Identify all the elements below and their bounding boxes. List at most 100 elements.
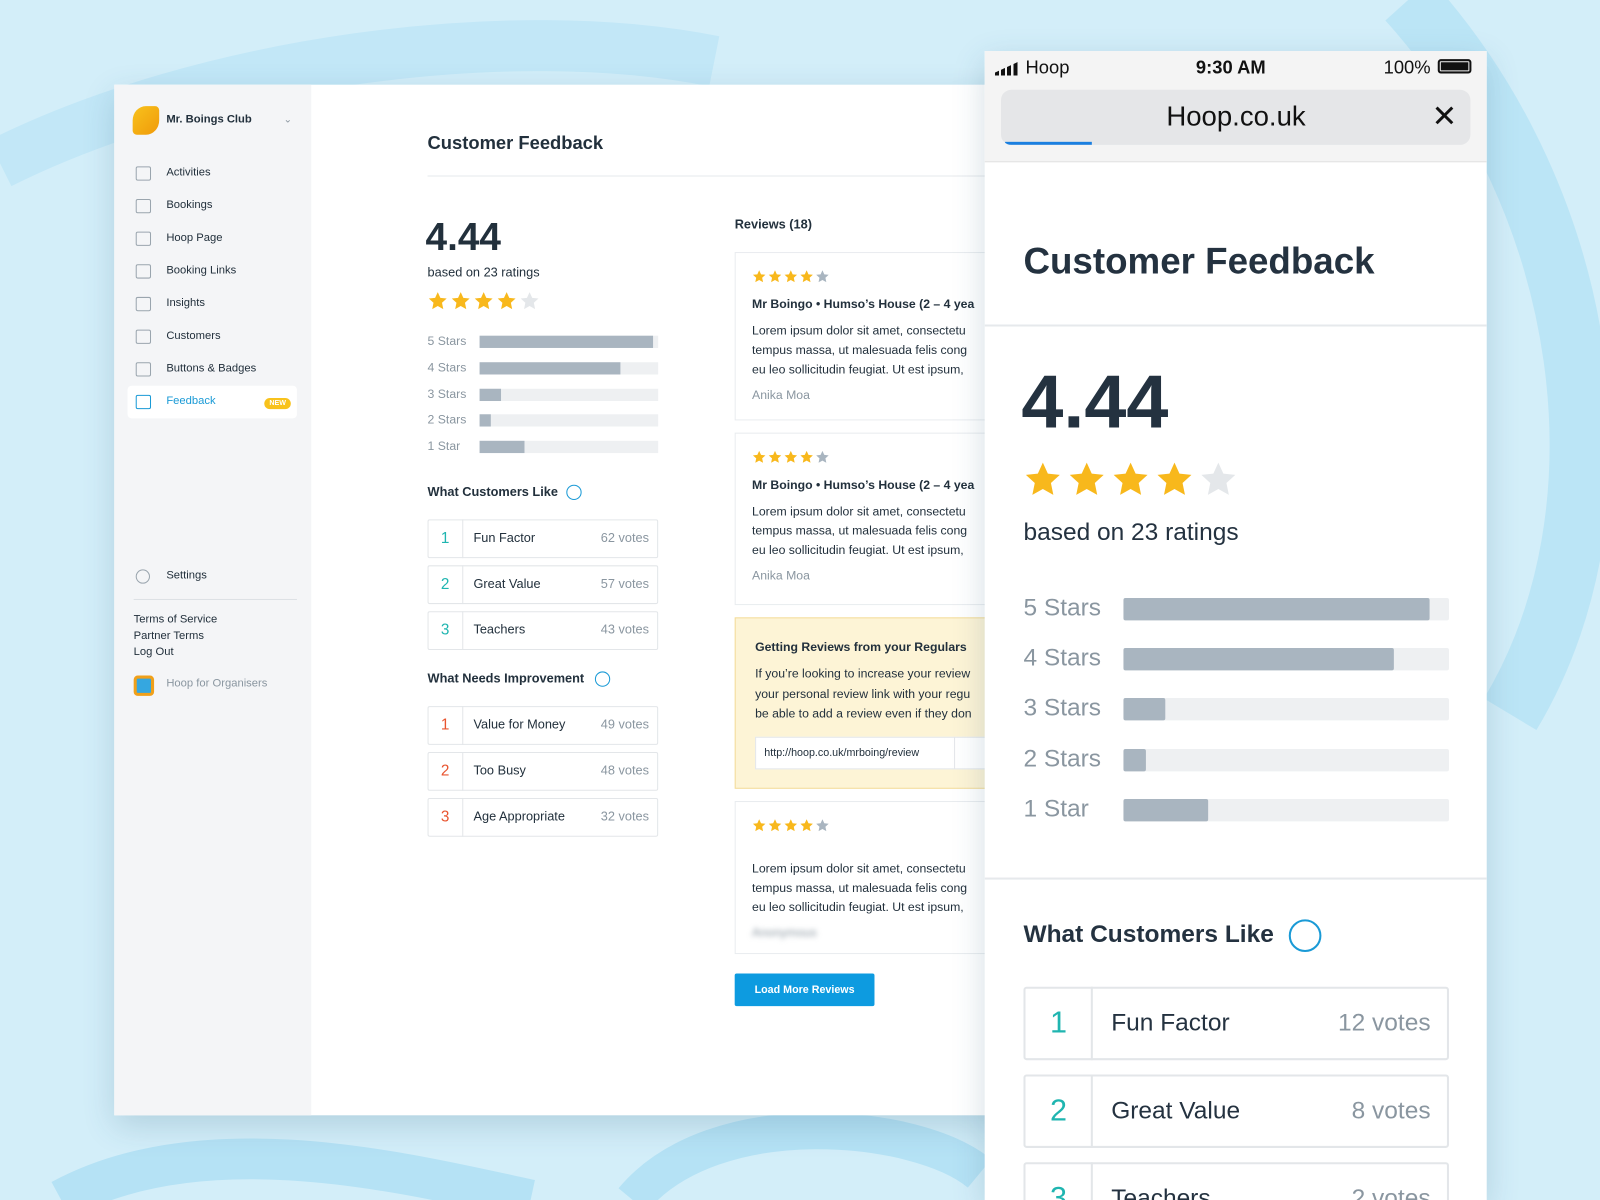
settings[interactable]: Settings [166, 569, 207, 582]
load-more-button[interactable]: Load More Reviews [734, 973, 875, 1007]
rating: 4.44 [425, 216, 501, 260]
review-url[interactable]: http://hoop.co.uk/mrboing/review [764, 747, 920, 760]
nav-icon [135, 198, 152, 214]
list-divider [462, 565, 464, 605]
nav-icon [135, 166, 152, 181]
bar [1123, 697, 1166, 721]
url: Hoop.co.uk [1166, 101, 1306, 132]
organisers-link[interactable]: Hoop for Organisers [166, 677, 268, 690]
nav-item[interactable]: Booking Links [166, 264, 237, 277]
nav-item[interactable]: Buttons & Badges [166, 362, 257, 375]
review-card: Mr Boingo • Humso’s House (2 – 4 yea Lore… [734, 432, 1043, 606]
divider [984, 324, 1487, 327]
item-label: Fun Factor [473, 530, 536, 546]
star [1113, 462, 1148, 495]
footer-link[interactable]: Partner Terms [133, 629, 204, 642]
nav-item[interactable]: Feedback [166, 394, 216, 408]
review-line: tempus massa, ut malesuada felis cong [752, 881, 968, 896]
review-card: Mr Boingo • Humso’s House (2 – 4 yea Lore… [734, 252, 1043, 421]
close-button[interactable]: ✕ [1431, 99, 1458, 134]
review-title: Mr Boingo • Humso’s House (2 – 4 yea [752, 297, 975, 312]
bar [479, 335, 653, 348]
star [816, 270, 829, 283]
battery [1437, 59, 1472, 74]
nav-icon [135, 264, 152, 279]
list-item [427, 706, 659, 745]
list-item [1023, 1074, 1449, 1148]
rank: 2 [440, 761, 450, 780]
carrier: Hoop [1025, 57, 1070, 78]
list-item [427, 752, 659, 791]
bar-track [1123, 748, 1449, 772]
nav-item[interactable]: Activities [166, 166, 211, 179]
distribution-label: 5 Stars [1023, 593, 1102, 622]
list-item [1023, 986, 1449, 1061]
footer-link[interactable]: Terms of Service [133, 613, 218, 626]
divider [133, 598, 297, 600]
list-divider [462, 797, 464, 837]
bar [479, 362, 621, 375]
settings-icon [135, 569, 150, 584]
bar [1123, 798, 1209, 822]
star-rating [752, 270, 829, 283]
reviews-heading: Reviews (18) [734, 217, 812, 232]
star [768, 270, 782, 283]
review-line: Lorem ipsum dolor sit amet, consectetu [752, 504, 966, 519]
star [752, 270, 766, 283]
logo [132, 106, 160, 135]
club-name[interactable]: Mr. Boings Club [166, 113, 252, 126]
rank: 3 [440, 807, 450, 826]
bar [1123, 748, 1147, 772]
votes: 8 votes [1351, 1096, 1431, 1125]
distribution-label: 2 Stars [1023, 744, 1102, 773]
star [800, 450, 813, 463]
footer-link[interactable]: Log Out [133, 645, 174, 659]
list-item [427, 519, 659, 559]
nav-icon [135, 231, 152, 246]
phone: Hoop 9:30 AM 100% Hoop.co.uk ✕ Customer Feedb… [984, 51, 1487, 1200]
list-divider [1090, 1162, 1093, 1200]
phone-rating: 4.44 [1021, 359, 1169, 445]
nav-icon [135, 296, 152, 312]
votes: 49 votes [600, 717, 649, 732]
rank: 3 [440, 621, 450, 639]
nav-item[interactable]: Hoop Page [166, 231, 223, 244]
list-divider [462, 706, 464, 745]
nav-item[interactable]: Bookings [166, 198, 213, 212]
info-icon [594, 671, 611, 688]
votes: 12 votes [1338, 1009, 1431, 1037]
star [1025, 462, 1060, 495]
distribution-label: 3 Stars [427, 387, 467, 402]
review-author: Anika Moa [752, 568, 810, 584]
star [451, 292, 470, 310]
nav-item[interactable]: Customers [166, 329, 221, 342]
list-item [1023, 1162, 1449, 1200]
review-author: Anonymous [752, 925, 817, 941]
distribution-label: 1 Star [427, 439, 461, 454]
distribution-label: 4 Stars [1023, 643, 1102, 672]
phone-rating-caption: based on 23 ratings [1023, 518, 1239, 546]
star [752, 450, 766, 463]
star [816, 450, 829, 463]
desktop-window: Mr. Boings Club ⌄ Activities Bookings Hoop P… [114, 84, 1043, 1116]
review-line: tempus massa, ut malesuada felis cong [752, 523, 968, 539]
bar [479, 388, 502, 402]
review-card: Lorem ipsum dolor sit amet, consectetu te… [734, 801, 1043, 955]
item-label: Great Value [473, 576, 541, 591]
item-label: Too Busy [473, 763, 526, 778]
rank: 2 [1049, 1093, 1068, 1128]
item-label: Fun Factor [1111, 1008, 1230, 1037]
votes: 48 votes [600, 763, 649, 778]
distribution-label: 2 Stars [427, 412, 467, 427]
nav-item[interactable]: Insights [166, 296, 206, 310]
star [784, 450, 798, 463]
star [520, 292, 539, 310]
star [474, 292, 493, 310]
star [497, 292, 516, 310]
review-line: eu leo sollicitudin feugiat. Ut est ipsu… [752, 543, 964, 558]
star [816, 819, 829, 832]
organisers-icon [133, 675, 155, 696]
star [784, 270, 798, 283]
distribution-label: 1 Star [1023, 794, 1089, 823]
info-icon [1288, 919, 1322, 953]
